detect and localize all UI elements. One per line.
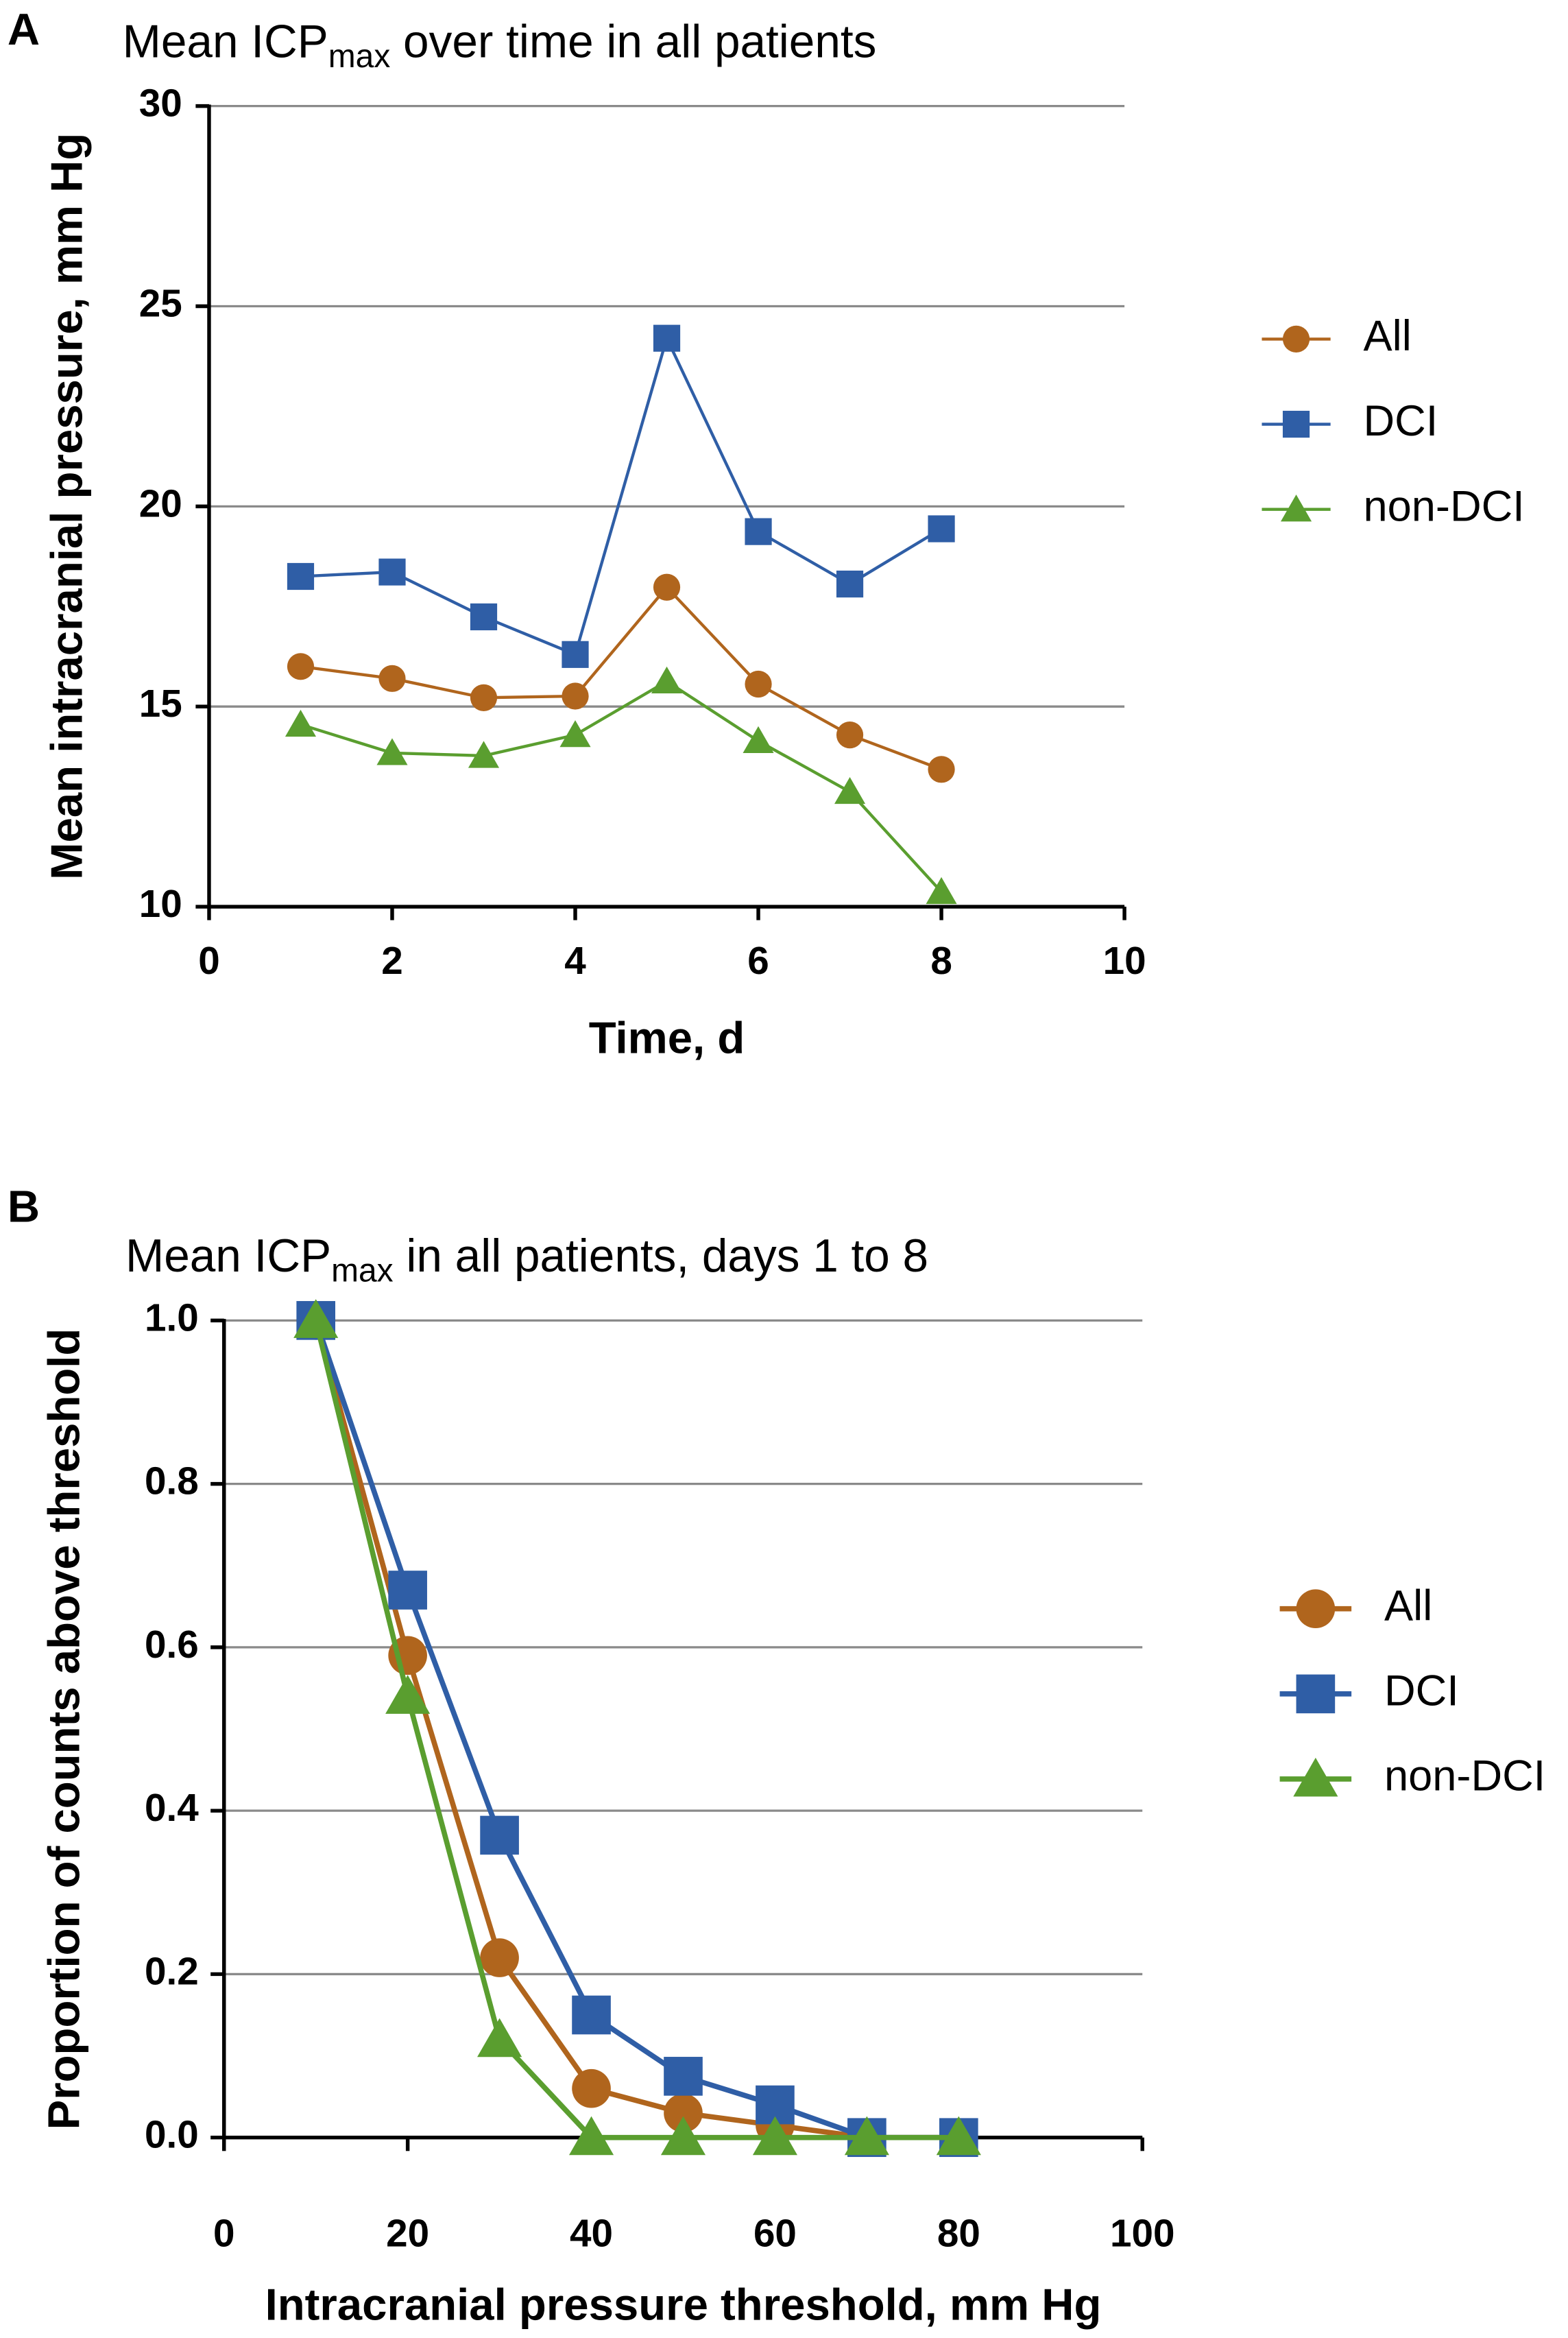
series-line [300,679,943,893]
marker [287,653,315,680]
series-line [300,334,943,657]
chart-title: Mean ICPmax over time in all patients [123,16,877,74]
chart-title: Mean ICPmax in all patients, days 1 to 8 [125,1230,928,1289]
marker [285,709,317,737]
panel-0: A Mean ICPmax over time in all patients 10… [8,4,1525,1062]
legend-marker [1281,494,1312,522]
x-tick-label: 8 [930,939,952,982]
y-tick-label: 1.0 [145,1296,199,1339]
x-axis-title: Intracranial pressure threshold, mm Hg [265,2279,1102,2329]
title-text: Mean ICP [125,1230,331,1282]
marker [745,670,772,698]
x-tick-label: 80 [937,2211,980,2254]
marker [480,1815,519,1855]
marker [651,666,683,694]
marker [470,603,498,631]
legend-label: non-DCI [1364,482,1525,530]
legend-marker [1282,410,1310,438]
panel-label: B [8,1181,40,1231]
y-tick-label: 25 [139,281,182,324]
marker [660,2116,706,2156]
marker [287,562,315,591]
marker [480,1938,519,1977]
marker [477,2018,522,2057]
y-tick-label: 20 [139,481,182,525]
x-tick-label: 0 [198,939,219,982]
marker [378,665,406,692]
x-tick-label: 6 [747,939,769,982]
series-line [313,1320,959,2140]
marker [572,1995,611,2035]
title-text: in all patients, days 1 to 8 [394,1230,928,1282]
panel-1: B Mean ICPmax in all patients, days 1 to … [8,1181,1545,2329]
y-tick-label: 0.0 [145,2113,199,2156]
marker [745,518,772,545]
x-tick-label: 20 [386,2211,429,2254]
x-tick-label: 10 [1103,939,1146,982]
marker [376,738,408,765]
marker [743,726,774,754]
legend-marker [1282,325,1310,353]
marker [928,515,955,542]
marker [653,324,681,352]
y-tick-label: 15 [139,682,182,725]
series-line [313,1320,959,2140]
marker [664,2093,703,2133]
legend-marker [1296,1674,1336,1714]
marker [836,721,864,749]
marker [836,570,864,598]
panel-label: A [8,4,40,54]
marker [926,876,957,905]
marker [568,2116,614,2156]
x-tick-label: 40 [570,2211,613,2254]
title-text: over time in all patients [390,16,876,67]
y-axis-title: Mean intracranial pressure, mm Hg [42,133,92,880]
title-subscript: max [331,1252,394,1289]
legend-marker [1293,1757,1338,1797]
legend-marker [1296,1589,1336,1629]
x-tick-label: 60 [753,2211,797,2254]
title-text: Mean ICP [123,16,328,67]
y-tick-label: 30 [139,82,182,125]
marker [936,2116,981,2156]
y-axis-title: Proportion of counts above threshold [38,1328,88,2130]
marker [562,682,589,710]
marker [928,756,955,783]
marker [653,573,681,601]
marker [572,2068,611,2108]
y-tick-label: 0.6 [145,1623,199,1666]
y-tick-label: 0.4 [145,1786,199,1829]
marker [293,1299,339,1338]
marker [834,776,866,804]
y-tick-label: 10 [139,882,182,925]
marker [468,741,500,768]
marker [559,720,591,748]
legend-label: non-DCI [1384,1752,1545,1800]
series-line [313,1320,959,2140]
marker [378,558,406,586]
marker [664,2057,703,2096]
x-tick-label: 100 [1110,2211,1174,2254]
series-line [300,584,942,771]
legend-label: DCI [1364,397,1438,445]
title-subscript: max [328,38,391,75]
marker [385,1675,431,1714]
marker [752,2116,797,2156]
legend-label: All [1384,1582,1432,1630]
marker [844,2116,889,2156]
x-tick-label: 2 [381,939,402,982]
legend-label: All [1364,312,1412,360]
x-tick-label: 4 [564,939,586,982]
marker [470,684,498,711]
marker [562,641,589,668]
y-tick-label: 0.8 [145,1459,199,1503]
x-tick-label: 0 [213,2211,234,2254]
marker [388,1571,427,1610]
y-tick-label: 0.2 [145,1949,199,1992]
legend-label: DCI [1384,1667,1459,1715]
x-axis-title: Time, d [589,1012,745,1062]
